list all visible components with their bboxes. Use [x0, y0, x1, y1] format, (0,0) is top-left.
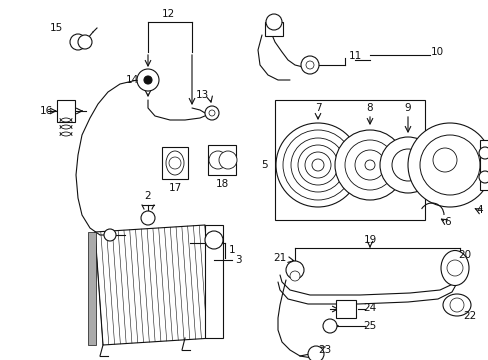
Circle shape [354, 150, 384, 180]
Bar [162, 147, 187, 179]
Circle shape [311, 159, 324, 171]
Bar [479, 140, 488, 190]
Text: 3: 3 [234, 255, 241, 265]
Circle shape [419, 135, 479, 195]
Text: 4: 4 [476, 205, 482, 215]
Circle shape [446, 260, 462, 276]
Text: 20: 20 [458, 250, 470, 260]
Circle shape [379, 137, 435, 193]
Circle shape [219, 151, 237, 169]
Text: 16: 16 [40, 106, 53, 116]
Bar [57, 100, 75, 122]
Ellipse shape [165, 151, 183, 175]
Text: 18: 18 [215, 179, 228, 189]
Ellipse shape [440, 251, 468, 285]
Text: 10: 10 [429, 47, 443, 57]
Text: 2: 2 [144, 191, 151, 201]
Text: 5: 5 [261, 160, 268, 170]
Circle shape [104, 229, 116, 241]
Circle shape [478, 147, 488, 159]
Circle shape [391, 149, 423, 181]
Circle shape [289, 271, 299, 281]
Circle shape [137, 69, 159, 91]
Text: 13: 13 [195, 90, 208, 100]
Circle shape [208, 151, 226, 169]
Text: 9: 9 [404, 103, 410, 113]
Circle shape [345, 140, 394, 190]
Text: 25: 25 [363, 321, 376, 331]
Circle shape [449, 298, 463, 312]
Text: 1: 1 [228, 245, 235, 255]
Text: 11: 11 [347, 51, 361, 61]
Circle shape [141, 211, 155, 225]
Text: 7: 7 [314, 103, 321, 113]
Bar [88, 232, 96, 345]
Bar [264, 22, 283, 36]
Circle shape [275, 123, 359, 207]
Circle shape [290, 138, 345, 192]
Circle shape [78, 35, 92, 49]
Text: 15: 15 [49, 23, 62, 33]
Bar [204, 225, 223, 338]
Text: 6: 6 [444, 217, 450, 227]
Circle shape [70, 34, 86, 50]
Circle shape [432, 148, 456, 172]
Circle shape [208, 110, 215, 116]
Bar [207, 145, 236, 175]
Circle shape [323, 319, 336, 333]
Circle shape [407, 123, 488, 207]
Text: 19: 19 [363, 235, 376, 245]
Bar [335, 300, 355, 318]
Text: 24: 24 [363, 303, 376, 313]
Text: 17: 17 [168, 183, 181, 193]
Bar [274, 100, 424, 220]
Circle shape [265, 14, 282, 30]
Circle shape [364, 160, 374, 170]
Text: 23: 23 [318, 345, 331, 355]
Circle shape [143, 76, 152, 84]
Ellipse shape [442, 294, 470, 316]
Text: 12: 12 [161, 9, 174, 19]
Circle shape [285, 261, 304, 279]
Circle shape [307, 346, 324, 360]
Circle shape [305, 152, 330, 178]
Text: 21: 21 [273, 253, 286, 263]
Circle shape [204, 231, 223, 249]
Text: 22: 22 [463, 311, 476, 321]
Circle shape [283, 130, 352, 200]
Text: 14: 14 [125, 75, 138, 85]
Circle shape [301, 56, 318, 74]
Circle shape [478, 171, 488, 183]
Circle shape [334, 130, 404, 200]
Circle shape [297, 145, 337, 185]
Circle shape [305, 61, 313, 69]
Text: 8: 8 [366, 103, 372, 113]
Circle shape [204, 106, 219, 120]
Circle shape [169, 157, 181, 169]
